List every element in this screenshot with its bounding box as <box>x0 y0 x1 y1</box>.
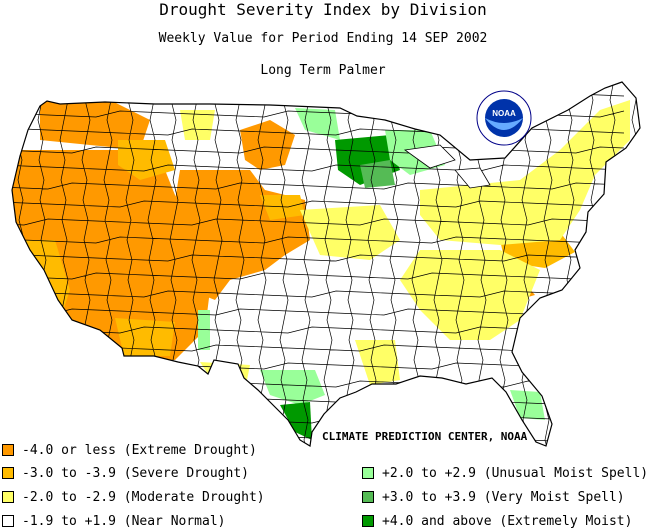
legend-label: +4.0 and above (Extremely Moist) <box>382 513 633 529</box>
northwest-extreme-drought <box>40 100 150 150</box>
legend-swatch <box>362 467 374 479</box>
new-mexico-unusual-moist <box>198 310 210 350</box>
legend-severe-drought: -3.0 to -3.9 (Severe Drought) <box>2 465 249 481</box>
index-name: Long Term Palmer <box>260 63 386 78</box>
south-texas-extremely-moist <box>280 402 312 440</box>
great-lakes <box>403 144 456 169</box>
midwest-moderate-drought <box>300 205 400 260</box>
legend-moderate-drought: -2.0 to -2.9 (Moderate Drought) <box>2 489 265 505</box>
legend-near-normal: -1.9 to +1.9 (Near Normal) <box>2 513 226 529</box>
arizona-south-severe-drought <box>115 318 175 356</box>
legend-swatch <box>362 491 374 503</box>
gulf-moderate-drought <box>355 340 400 385</box>
us-outline <box>11 81 641 447</box>
legend-swatch <box>2 515 14 527</box>
map-subtitle: Weekly Value for Period Ending 14 SEP 20… <box>158 31 488 46</box>
legend-very-moist: +3.0 to +3.9 (Very Moist Spell) <box>362 489 625 505</box>
legend-label: +3.0 to +3.9 (Very Moist Spell) <box>382 489 625 505</box>
map-title: Drought Severity Index by Division <box>159 0 487 19</box>
texas-unusual-moist <box>260 370 325 405</box>
plains-severe-drought <box>260 195 305 220</box>
legend-unusual-moist: +2.0 to +2.9 (Unusual Moist Spell) <box>362 465 646 481</box>
legend-label: -4.0 or less (Extreme Drought) <box>22 442 257 458</box>
florida-unusual-moist <box>510 390 545 420</box>
montana-moderate-drought <box>180 110 215 140</box>
legend-extremely-moist: +4.0 and above (Extremely Moist) <box>362 513 632 529</box>
minnesota-very-moist <box>360 160 395 188</box>
legend-swatch <box>362 515 374 527</box>
legend-label: -1.9 to +1.9 (Near Normal) <box>22 513 226 529</box>
legend-swatch <box>2 467 14 479</box>
legend-label: -3.0 to -3.9 (Severe Drought) <box>22 465 249 481</box>
legend-swatch <box>2 444 14 456</box>
northeast-moderate-drought <box>420 100 630 245</box>
legend-label: +2.0 to +2.9 (Unusual Moist Spell) <box>382 465 646 481</box>
credit-text: CLIMATE PREDICTION CENTER, NOAA <box>322 430 528 443</box>
legend-swatch <box>2 491 14 503</box>
noaa-logo: NOAA <box>476 90 532 146</box>
noaa-logo-text: NOAA <box>492 109 516 118</box>
legend-label: -2.0 to -2.9 (Moderate Drought) <box>22 489 265 505</box>
legend-extreme-drought: -4.0 or less (Extreme Drought) <box>2 442 257 458</box>
lake-erie <box>454 167 491 189</box>
